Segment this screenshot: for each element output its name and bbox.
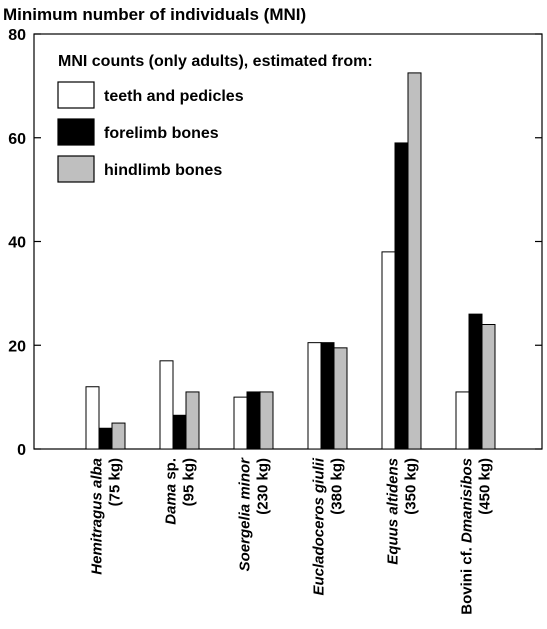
legend-swatch: [57, 155, 95, 183]
category-label: Bovini cf. Dmanisibos (450 kg): [459, 458, 494, 615]
bar-teeth-and-pedicles-0: [85, 386, 100, 450]
bar-hindlimb-bones-5: [481, 324, 496, 450]
y-tick-label: 60: [8, 131, 26, 148]
bar-teeth-and-pedicles-1: [159, 360, 174, 450]
legend-swatch: [57, 81, 95, 109]
category-label: Eucladoceros giulii (380 kg): [311, 457, 346, 595]
y-tick-label: 0: [17, 442, 26, 459]
bar-teeth-and-pedicles-4: [381, 251, 396, 450]
chart-title: Minimum number of individuals (MNI): [3, 5, 306, 24]
bar-hindlimb-bones-4: [407, 72, 422, 450]
bar-forelimb-bones-1: [172, 414, 187, 450]
bar-forelimb-bones-2: [246, 391, 261, 450]
y-tick-label: 80: [8, 27, 26, 44]
y-tick-label: 20: [8, 338, 26, 355]
x-axis-labels: Hemitragus alba (75 kg) Dama sp. (95 kg) Soe…: [89, 457, 494, 615]
category-name-part: Eucladoceros giulii: [311, 457, 328, 595]
category-name-part: Equus altidens: [385, 458, 402, 565]
category-name-part: Hemitragus alba: [89, 458, 106, 575]
category-name-part: Dama: [163, 484, 180, 525]
bar-forelimb-bones-3: [320, 342, 335, 450]
legend-title: MNI counts (only adults), estimated from…: [58, 53, 373, 70]
bar-forelimb-bones-5: [468, 313, 483, 450]
bar-teeth-and-pedicles-5: [455, 391, 470, 450]
legend: MNI counts (only adults), estimated from…: [57, 53, 373, 183]
category-name: Dama sp.: [163, 458, 180, 525]
category-weight: (230 kg): [255, 458, 272, 515]
category-label: Hemitragus alba (75 kg): [89, 458, 124, 575]
category-weight: (380 kg): [329, 458, 346, 515]
y-tick-label: 40: [8, 235, 26, 252]
bar-hindlimb-bones-1: [185, 391, 200, 450]
category-label: Equus altidens (350 kg): [385, 458, 420, 565]
category-weight: (450 kg): [477, 458, 494, 515]
bars: [85, 72, 496, 450]
category-name: Eucladoceros giulii: [311, 457, 328, 595]
legend-label: hindlimb bones: [104, 162, 222, 179]
category-name-part: Dmanisibos: [459, 458, 476, 543]
category-weight: (95 kg): [181, 458, 198, 506]
category-name: Soergelia minor: [237, 457, 254, 572]
legend-label: forelimb bones: [104, 125, 219, 142]
bar-forelimb-bones-0: [98, 427, 113, 450]
category-name: Bovini cf. Dmanisibos: [459, 458, 476, 615]
bar-hindlimb-bones-3: [333, 347, 348, 450]
category-label: Soergelia minor (230 kg): [237, 457, 272, 572]
y-axis: 0 20 40 60 80: [8, 27, 542, 459]
bar-forelimb-bones-4: [394, 142, 409, 450]
legend-swatch: [57, 118, 95, 146]
legend-label: teeth and pedicles: [104, 88, 244, 105]
bar-teeth-and-pedicles-2: [233, 396, 248, 450]
category-weight: (350 kg): [403, 458, 420, 515]
category-name: Hemitragus alba: [89, 458, 106, 575]
category-name-part: Soergelia minor: [237, 457, 254, 572]
bar-teeth-and-pedicles-3: [307, 342, 322, 450]
category-name: Equus altidens: [385, 458, 402, 565]
category-name-part: Bovini cf.: [459, 543, 476, 615]
category-label: Dama sp. (95 kg): [163, 458, 198, 525]
category-name-part: sp.: [163, 458, 180, 484]
bar-hindlimb-bones-2: [259, 391, 274, 450]
category-weight: (75 kg): [107, 458, 124, 506]
bar-hindlimb-bones-0: [111, 422, 126, 450]
